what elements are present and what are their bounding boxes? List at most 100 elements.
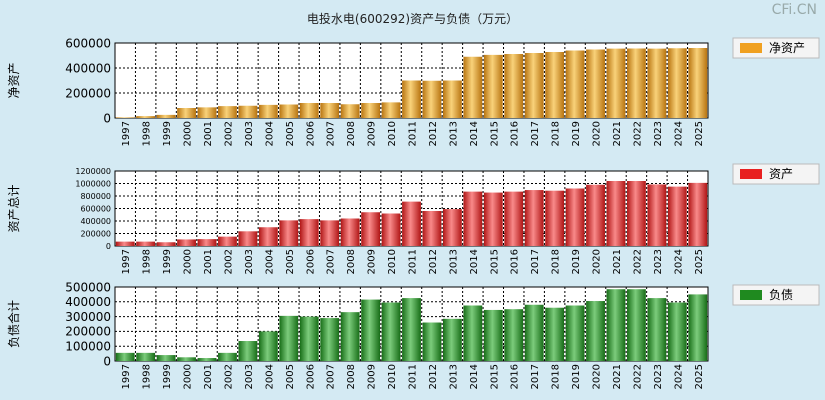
total-liabilities-ylabel: 负债合计 (6, 300, 21, 348)
total-liabilities-bar-2014 (463, 305, 483, 361)
total-liabilities-xtick-label: 2014 (469, 364, 480, 389)
net-assets-xtick-label: 2006 (305, 121, 316, 146)
net-assets-xtick-label: 2016 (510, 121, 521, 146)
net-assets-bar-2014 (463, 56, 483, 118)
net-assets-ytick-label: 400000 (65, 61, 111, 75)
net-assets-bar-2015 (483, 54, 503, 118)
total-assets-bar-2011 (402, 201, 421, 246)
total-assets-bar-2007 (320, 220, 340, 246)
net-assets-xtick-label: 2009 (367, 121, 378, 146)
watermark-logo: CFi.CN (771, 2, 817, 18)
total-liabilities-xtick-label: 2017 (530, 364, 541, 389)
total-liabilities-bar-2010 (381, 302, 401, 361)
net-assets-bar-2019 (565, 50, 585, 118)
net-assets-chart: 0 200000 400000 600000 1997 1998 1999 2000 2001 2… (7, 36, 820, 146)
total-assets-ytick-label: 1200000 (75, 167, 111, 176)
net-assets-bar-2023 (647, 48, 667, 118)
net-assets-bar-2017 (524, 53, 544, 118)
total-liabilities-bar-2021 (606, 289, 626, 361)
total-liabilities-xtick-label: 2012 (428, 364, 439, 389)
net-assets-bar-2009 (361, 103, 381, 118)
net-assets-ytick-label: 200000 (65, 86, 111, 100)
total-assets-bar-2018 (545, 190, 565, 246)
total-liabilities-bar-2017 (524, 304, 544, 361)
total-assets-xtick-label: 2009 (367, 249, 378, 274)
total-liabilities-xtick-label: 2008 (346, 364, 357, 389)
total-assets-xtick-label: 2010 (387, 249, 398, 274)
total-liabilities-xtick-label: 1998 (142, 364, 153, 389)
total-assets-ytick-label: 0 (106, 242, 111, 251)
total-liabilities-ytick-label: 300000 (65, 310, 111, 324)
net-assets-xtick-label: 2005 (285, 121, 296, 146)
total-assets-bar-2013 (442, 209, 462, 246)
total-assets-xtick-label: 2020 (592, 249, 603, 274)
total-assets-bar-2024 (667, 186, 687, 246)
net-assets-bar-2012 (422, 80, 442, 118)
net-assets-xtick-label: 2007 (326, 121, 337, 146)
total-assets-xtick-label: 2012 (428, 249, 439, 274)
total-liabilities-xtick-label: 2022 (632, 364, 643, 389)
total-liabilities-bar-2008 (340, 312, 360, 361)
total-liabilities-xtick-label: 2007 (326, 364, 337, 389)
net-assets-bar-2018 (545, 52, 565, 118)
total-assets-chart: 0 200000 400000 600000 800000 1000000 1200000 1… (7, 163, 820, 274)
total-assets-ytick-label: 600000 (80, 204, 111, 213)
total-assets-bar-2005 (279, 220, 299, 246)
total-liabilities-bar-2011 (402, 298, 421, 361)
total-assets-bar-2003 (238, 231, 258, 246)
net-assets-bar-2024 (667, 48, 687, 118)
net-assets-bar-2004 (258, 104, 278, 118)
total-assets-ytick-label: 1000000 (75, 179, 111, 188)
net-assets-bar-2002 (218, 106, 237, 118)
net-assets-xtick-label: 2011 (408, 121, 419, 146)
net-assets-bar-2006 (299, 103, 319, 118)
net-assets-bar-2016 (504, 54, 524, 118)
total-assets-xtick-label: 2017 (530, 249, 541, 274)
total-assets-bar-2023 (647, 184, 667, 246)
total-liabilities-ytick-label: 500000 (65, 280, 111, 294)
net-assets-legend-swatch (740, 43, 762, 53)
total-liabilities-bar-2025 (688, 294, 708, 361)
total-assets-xtick-label: 1997 (121, 249, 132, 274)
total-assets-legend-swatch (740, 169, 762, 179)
net-assets-bar-2022 (627, 48, 646, 118)
net-assets-xtick-label: 2000 (183, 121, 194, 146)
net-assets-ylabel: 净资产 (7, 62, 21, 98)
total-liabilities-legend-label: 负债 (769, 288, 793, 302)
total-liabilities-xtick-label: 2010 (387, 364, 398, 389)
net-assets-bar-2020 (586, 49, 605, 118)
net-assets-ytick-label: 0 (103, 111, 111, 125)
total-liabilities-xtick-label: 2024 (673, 364, 684, 389)
total-assets-xtick-label: 2007 (326, 249, 337, 274)
total-assets-xtick-label: 2015 (489, 249, 500, 274)
net-assets-xtick-label: 2020 (592, 121, 603, 146)
total-liabilities-xtick-label: 2020 (592, 364, 603, 389)
net-assets-xtick-label: 2008 (346, 121, 357, 146)
net-assets-xtick-label: 1998 (142, 121, 153, 146)
total-assets-xtick-label: 2025 (694, 249, 705, 274)
total-liabilities-bar-2001 (197, 358, 217, 361)
total-assets-xtick-label: 1999 (162, 249, 173, 274)
total-assets-bar-2004 (258, 227, 278, 246)
total-assets-bar-2017 (524, 190, 544, 246)
total-assets-bar-2006 (299, 219, 319, 246)
total-liabilities-xtick-label: 2004 (264, 364, 275, 389)
net-assets-xtick-label: 2021 (612, 121, 623, 146)
total-assets-bar-2021 (606, 181, 626, 246)
total-assets-bar-2009 (361, 212, 381, 246)
total-assets-ytick-label: 800000 (80, 192, 111, 201)
total-liabilities-legend-swatch (740, 290, 762, 300)
net-assets-bar-2000 (177, 108, 196, 118)
total-liabilities-xtick-label: 2015 (489, 364, 500, 389)
total-assets-bar-2015 (483, 192, 503, 246)
total-liabilities-xtick-label: 2021 (612, 364, 623, 389)
total-assets-legend-label: 资产 (769, 167, 793, 181)
total-liabilities-xtick-label: 2025 (694, 364, 705, 389)
total-liabilities-bar-1999 (156, 355, 176, 361)
total-liabilities-xtick-label: 2009 (367, 364, 378, 389)
net-assets-xtick-label: 2002 (223, 121, 234, 146)
net-assets-xtick-label: 1997 (121, 121, 132, 146)
total-assets-xtick-label: 2016 (510, 249, 521, 274)
